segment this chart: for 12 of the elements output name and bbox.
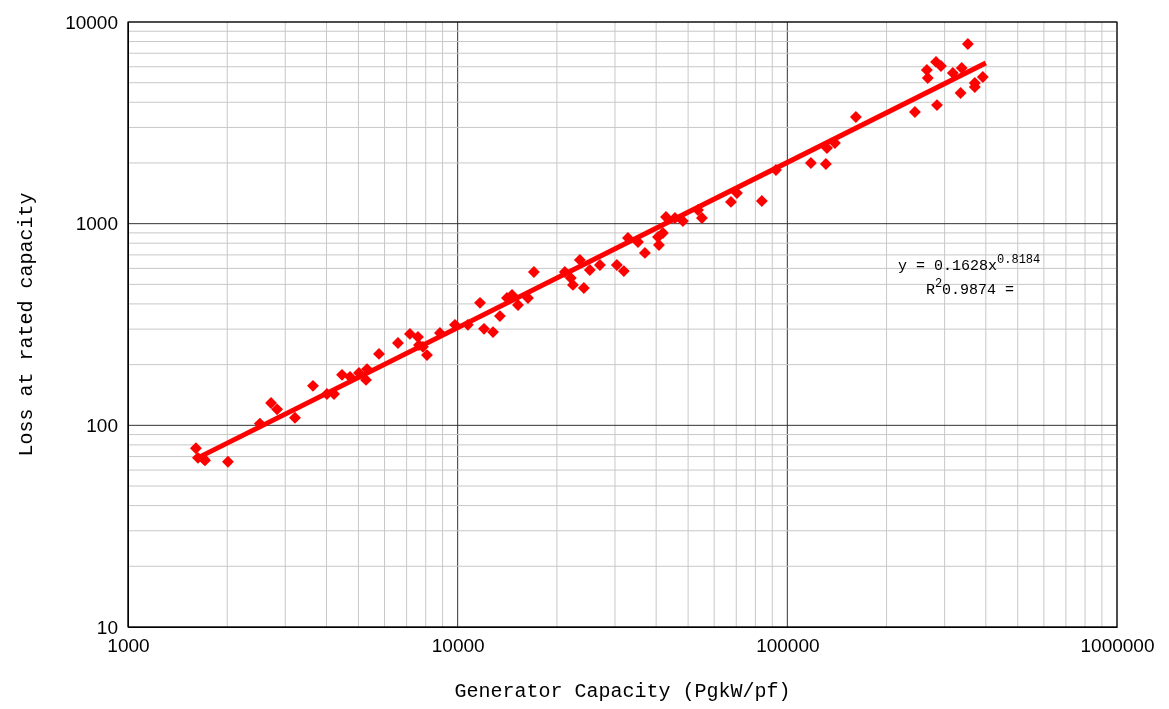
y-tick-label: 10000 (65, 11, 118, 33)
x-axis-title: Generator Capacity (PgkW/pf) (454, 680, 791, 703)
annotation: R$^{2}$0.9874 = (925, 277, 1015, 299)
x-tick-label: 10000 (431, 635, 485, 657)
x-tick-label: 1000000 (1080, 635, 1155, 657)
x-tick-label: 100000 (756, 635, 820, 657)
y-axis-title: Loss at rated capacity (15, 192, 38, 457)
y-tick-label: 10 (96, 616, 118, 638)
annotation: y = 0.1628x$^{0.8184}$ (898, 253, 1041, 275)
y-tick-label: 1000 (75, 213, 118, 235)
x-tick-label: 1000 (107, 635, 150, 657)
y-tick-label: 100 (86, 414, 118, 436)
